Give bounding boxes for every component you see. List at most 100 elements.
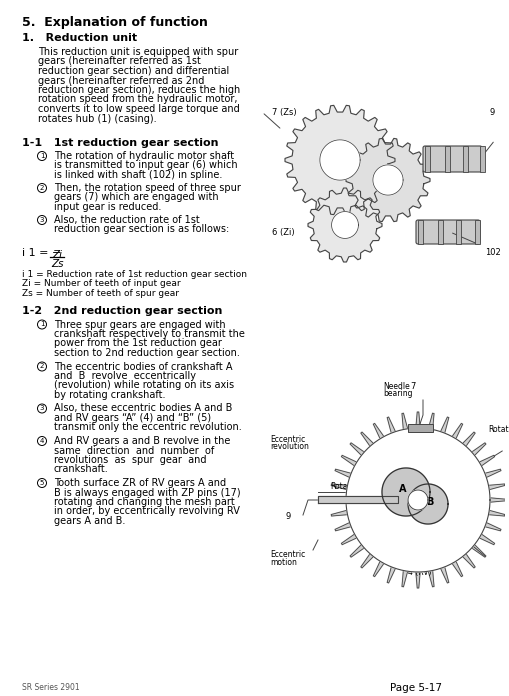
Bar <box>479 146 484 172</box>
Polygon shape <box>307 188 381 262</box>
Circle shape <box>38 152 46 161</box>
Bar <box>474 220 479 244</box>
Text: gears A and B.: gears A and B. <box>54 516 125 526</box>
Polygon shape <box>488 484 504 490</box>
Text: 2: 2 <box>40 363 44 370</box>
Circle shape <box>38 216 46 225</box>
Polygon shape <box>471 544 485 557</box>
Text: 7: 7 <box>409 382 414 391</box>
Polygon shape <box>334 523 350 531</box>
Polygon shape <box>428 571 433 587</box>
Text: revolution: revolution <box>269 442 308 451</box>
Text: gears (hereinafter referred as 2nd: gears (hereinafter referred as 2nd <box>38 75 204 86</box>
Polygon shape <box>341 455 356 466</box>
Text: Eccentric: Eccentric <box>269 550 305 559</box>
Text: revolutions  as  spur  gear  and: revolutions as spur gear and <box>54 455 206 465</box>
Text: 1-2   2nd reduction gear section: 1-2 2nd reduction gear section <box>22 306 222 317</box>
Text: 1: 1 <box>40 322 44 328</box>
Polygon shape <box>285 105 394 214</box>
Polygon shape <box>407 484 447 524</box>
Text: i 1 = Reduction rate of 1st reduction gear section: i 1 = Reduction rate of 1st reduction ge… <box>22 270 246 279</box>
Text: 9: 9 <box>286 512 291 521</box>
Text: 3: 3 <box>40 406 44 411</box>
Text: motion: motion <box>269 558 296 567</box>
Text: (revolution) while rotating on its axis: (revolution) while rotating on its axis <box>54 381 234 390</box>
Text: Rotation: Rotation <box>329 482 362 491</box>
Text: This reduction unit is equipped with spur: This reduction unit is equipped with spu… <box>38 47 238 57</box>
Text: 5.  Explanation of function: 5. Explanation of function <box>22 16 208 29</box>
Text: 4: 4 <box>40 438 44 444</box>
Text: Zs: Zs <box>51 259 63 269</box>
Polygon shape <box>451 561 462 576</box>
Text: and  B  revolve  eccentrically: and B revolve eccentrically <box>54 371 195 381</box>
Polygon shape <box>401 413 407 429</box>
Text: section to 2nd reduction gear section.: section to 2nd reduction gear section. <box>54 348 239 358</box>
Text: rotating and changing the mesh part: rotating and changing the mesh part <box>54 497 234 507</box>
Polygon shape <box>478 534 494 545</box>
Polygon shape <box>334 469 350 477</box>
Text: Page 5-17: Page 5-17 <box>389 683 441 693</box>
Polygon shape <box>478 455 494 466</box>
Polygon shape <box>372 165 402 195</box>
Text: crankshaft.: crankshaft. <box>54 464 108 475</box>
Polygon shape <box>415 572 419 588</box>
Text: transmit only the eccentric revolution.: transmit only the eccentric revolution. <box>54 422 241 432</box>
Circle shape <box>38 362 46 371</box>
Text: 102: 102 <box>484 248 500 257</box>
Text: 4 (RV): 4 (RV) <box>407 568 431 577</box>
Text: converts it to low speed large torque and: converts it to low speed large torque an… <box>38 104 239 114</box>
Circle shape <box>38 436 46 445</box>
Bar <box>455 220 460 244</box>
Text: rotation speed from the hydraulic motor,: rotation speed from the hydraulic motor, <box>38 95 237 104</box>
Polygon shape <box>488 510 504 516</box>
Text: and RV gears “A” (4) and “B” (5): and RV gears “A” (4) and “B” (5) <box>54 413 211 423</box>
Text: power from the 1st reduction gear: power from the 1st reduction gear <box>54 338 221 349</box>
Polygon shape <box>401 571 407 587</box>
Text: Zs = Number of teeth of spur gear: Zs = Number of teeth of spur gear <box>22 289 179 298</box>
Polygon shape <box>318 496 397 503</box>
Text: B: B <box>426 497 433 507</box>
Text: Needle: Needle <box>382 382 409 391</box>
Circle shape <box>38 404 46 413</box>
FancyBboxPatch shape <box>415 220 479 244</box>
Bar <box>437 220 442 244</box>
Text: i 1 = −: i 1 = − <box>22 248 61 258</box>
Polygon shape <box>360 554 373 568</box>
Polygon shape <box>484 523 500 531</box>
Bar <box>417 220 422 244</box>
Text: gears (7) which are engaged with: gears (7) which are engaged with <box>54 193 218 203</box>
Text: is transmitted to input gear (6) which: is transmitted to input gear (6) which <box>54 161 237 171</box>
Polygon shape <box>440 567 448 583</box>
Text: crankshaft respectively to transmit the: crankshaft respectively to transmit the <box>54 329 244 339</box>
Text: 1.   Reduction unit: 1. Reduction unit <box>22 33 137 43</box>
Text: in order, by eccentrically revolving RV: in order, by eccentrically revolving RV <box>54 507 239 516</box>
Text: Then, the rotation speed of three spur: Then, the rotation speed of three spur <box>54 183 240 193</box>
Polygon shape <box>319 140 359 180</box>
Text: Zi = Number of teeth of input gear: Zi = Number of teeth of input gear <box>22 280 180 289</box>
Text: And RV gears a and B revolve in the: And RV gears a and B revolve in the <box>54 436 230 446</box>
Polygon shape <box>373 423 383 438</box>
Bar <box>444 146 449 172</box>
Text: reduction gear section), reduces the high: reduction gear section), reduces the hig… <box>38 85 240 95</box>
Text: The eccentric bodies of crankshaft A: The eccentric bodies of crankshaft A <box>54 361 232 372</box>
Text: bearing: bearing <box>382 389 412 398</box>
Text: Zi: Zi <box>52 250 62 260</box>
FancyBboxPatch shape <box>422 146 481 172</box>
Polygon shape <box>330 484 347 490</box>
Polygon shape <box>331 212 358 239</box>
Text: by rotating crankshaft.: by rotating crankshaft. <box>54 390 165 400</box>
Text: 7 (Zs): 7 (Zs) <box>271 108 296 117</box>
Polygon shape <box>471 443 485 455</box>
Polygon shape <box>386 567 394 583</box>
Polygon shape <box>329 498 345 503</box>
Bar <box>462 146 467 172</box>
Polygon shape <box>345 428 489 572</box>
Text: Also, these eccentric bodies A and B: Also, these eccentric bodies A and B <box>54 404 232 413</box>
Text: is linked with shaft (102) in spline.: is linked with shaft (102) in spline. <box>54 170 222 180</box>
Text: 3: 3 <box>40 217 44 223</box>
Polygon shape <box>341 534 356 545</box>
Text: 5 (RV): 5 (RV) <box>442 538 466 547</box>
Polygon shape <box>349 443 363 455</box>
Text: gears (hereinafter referred as 1st: gears (hereinafter referred as 1st <box>38 56 201 67</box>
Polygon shape <box>451 423 462 438</box>
